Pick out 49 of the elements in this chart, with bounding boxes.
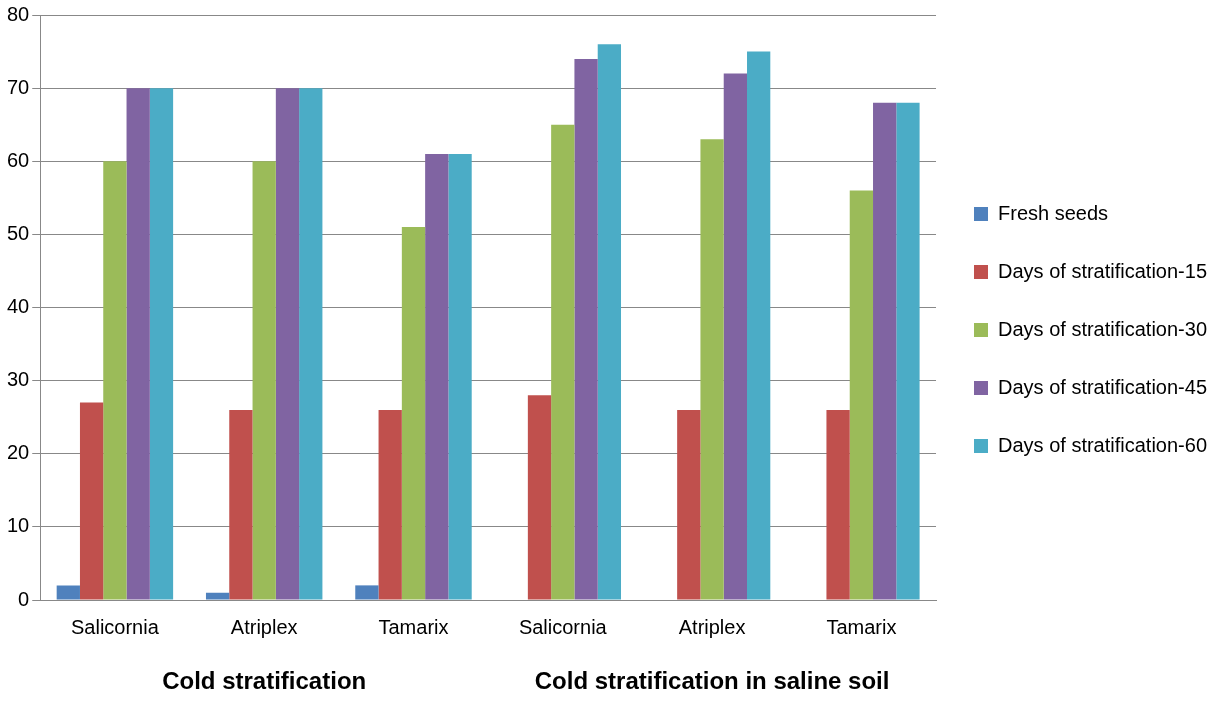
bar xyxy=(425,153,449,600)
legend-label: Days of stratification-15 xyxy=(998,259,1208,282)
text: Cold stratification in saline soil xyxy=(534,666,890,694)
bar xyxy=(896,102,920,600)
legend-label: Days of stratification-45 xyxy=(998,375,1208,398)
bar xyxy=(126,88,150,600)
bar xyxy=(299,88,323,600)
x-tick-label: Atriplex xyxy=(678,615,746,638)
bar xyxy=(849,190,874,600)
bar xyxy=(448,153,472,600)
y-tick-label: 10 xyxy=(7,514,30,537)
legend-label: Days of stratification-30 xyxy=(998,317,1208,340)
y-tick-label: 80 xyxy=(7,2,30,25)
y-tick-label: 50 xyxy=(7,221,30,244)
bar xyxy=(401,227,426,600)
bar xyxy=(378,409,402,600)
bar xyxy=(723,73,748,600)
bar xyxy=(275,88,300,600)
bar xyxy=(252,161,276,600)
bar xyxy=(205,592,230,600)
bar xyxy=(149,88,174,600)
y-tick-label: 60 xyxy=(7,148,30,171)
bar xyxy=(56,585,80,600)
bar xyxy=(597,44,622,600)
y-tick-label: 30 xyxy=(7,368,30,391)
text: Cold stratification xyxy=(162,666,367,694)
x-tick-label: Salicornia xyxy=(70,615,160,638)
bar xyxy=(826,409,850,600)
bar xyxy=(103,161,127,600)
x-tick-label: Salicornia xyxy=(518,615,608,638)
y-tick-label: 40 xyxy=(7,295,30,318)
y-tick-label: 0 xyxy=(18,587,30,610)
bar xyxy=(574,58,598,600)
legend-label: Days of stratification-60 xyxy=(998,433,1208,456)
bar xyxy=(677,409,701,600)
bar xyxy=(229,409,253,600)
bar xyxy=(873,102,897,600)
legend-label: Fresh seeds xyxy=(998,201,1109,224)
x-tick-label: Atriplex xyxy=(230,615,298,638)
x-tick-label: Tamarix xyxy=(378,615,449,638)
y-tick-label: 20 xyxy=(7,441,30,464)
bar xyxy=(700,139,724,600)
bar xyxy=(551,124,575,600)
bar xyxy=(747,51,771,600)
bar xyxy=(79,402,104,600)
bar xyxy=(355,585,379,600)
y-tick-label: 70 xyxy=(7,75,30,98)
x-tick-label: Tamarix xyxy=(826,615,897,638)
bar xyxy=(527,395,552,600)
